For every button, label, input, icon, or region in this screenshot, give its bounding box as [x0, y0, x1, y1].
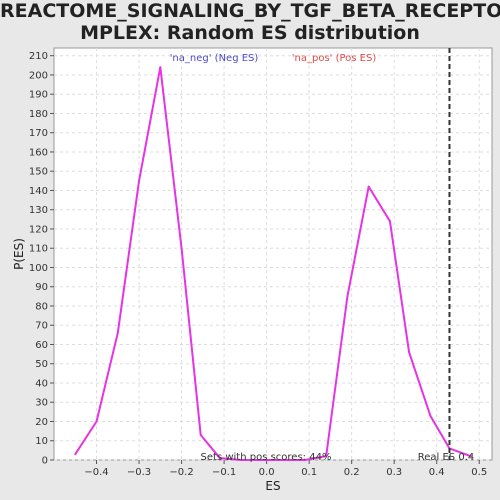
legend-neg-label: 'na_neg' (Neg ES) — [170, 53, 259, 64]
data-point — [95, 420, 98, 423]
x-tick-label: 0.4 — [429, 467, 445, 478]
plot-area — [53, 47, 493, 461]
y-tick-label: 140 — [29, 186, 48, 197]
y-tick-label: 110 — [29, 244, 48, 255]
data-point — [388, 220, 391, 223]
y-tick-label: 100 — [29, 263, 48, 274]
x-axis-title: ES — [265, 479, 280, 493]
y-tick-label: 70 — [35, 321, 48, 332]
data-point — [303, 459, 306, 461]
data-point — [325, 455, 328, 458]
chart-title-line-1: REACTOME_SIGNALING_BY_TGF_BETA_RECEPTOR_… — [0, 0, 500, 22]
series-layer — [74, 66, 472, 461]
data-point — [180, 247, 183, 250]
es-distribution-line — [74, 66, 472, 461]
y-axis-title: P(ES) — [12, 238, 26, 270]
pos-scores-annotation: Sets with pos scores: 44% — [201, 452, 332, 463]
y-tick-label: 30 — [35, 398, 48, 409]
y-tick-label: 150 — [29, 167, 48, 178]
y-tick-label: 10 — [35, 436, 48, 447]
y-tick-label: 80 — [35, 301, 48, 312]
y-tick-label: 210 — [29, 51, 48, 62]
y-axis-ticks: 0 10 20 30 40 50 60 70 80 90 100 110 120 130 140 150 160… — [29, 51, 54, 467]
y-tick-label: 60 — [35, 340, 48, 351]
y-tick-label: 130 — [29, 205, 48, 216]
x-tick-label: 0.2 — [344, 467, 360, 478]
y-tick-label: 180 — [29, 109, 48, 120]
y-tick-label: 0 — [42, 456, 48, 467]
x-axis-ticks: −0.4 −0.3 −0.2 −0.1 0.0 0.1 0.2 0.3 0.4 0.5 — [84, 460, 487, 478]
data-point — [367, 185, 370, 188]
chart-title-line-2: MPLEX: Random ES distribution — [80, 22, 420, 44]
y-tick-label: 20 — [35, 417, 48, 428]
x-tick-label: 0.1 — [301, 467, 317, 478]
x-tick-label: 0.3 — [386, 467, 402, 478]
data-point — [199, 433, 202, 436]
y-tick-label: 90 — [35, 282, 48, 293]
y-tick-label: 50 — [35, 359, 48, 370]
data-point — [159, 66, 162, 69]
legend-pos-label: 'na_pos' (Pos ES) — [292, 53, 377, 64]
chart-title: REACTOME_SIGNALING_BY_TGF_BETA_RECEPTOR_… — [0, 0, 500, 44]
data-point — [408, 351, 411, 354]
y-tick-label: 200 — [29, 70, 48, 81]
real-es-annotation: Real ES 0.4 — [418, 452, 474, 463]
x-tick-label: −0.2 — [169, 467, 193, 478]
x-tick-label: −0.3 — [127, 467, 151, 478]
x-tick-label: 0.5 — [471, 467, 487, 478]
data-point — [116, 331, 119, 334]
data-point — [346, 295, 349, 298]
data-point — [429, 414, 432, 417]
x-tick-label: −0.4 — [84, 467, 108, 478]
data-point — [240, 459, 243, 461]
y-tick-label: 170 — [29, 128, 48, 139]
data-point — [265, 459, 268, 461]
y-tick-label: 190 — [29, 90, 48, 101]
data-point — [138, 179, 141, 182]
data-point — [286, 459, 289, 461]
y-tick-label: 120 — [29, 224, 48, 235]
y-tick-label: 160 — [29, 147, 48, 158]
x-tick-label: −0.1 — [212, 467, 236, 478]
y-tick-label: 40 — [35, 378, 48, 389]
x-tick-label: 0.0 — [259, 467, 275, 478]
data-point — [218, 457, 221, 460]
data-point — [74, 453, 77, 456]
data-point — [469, 455, 472, 458]
